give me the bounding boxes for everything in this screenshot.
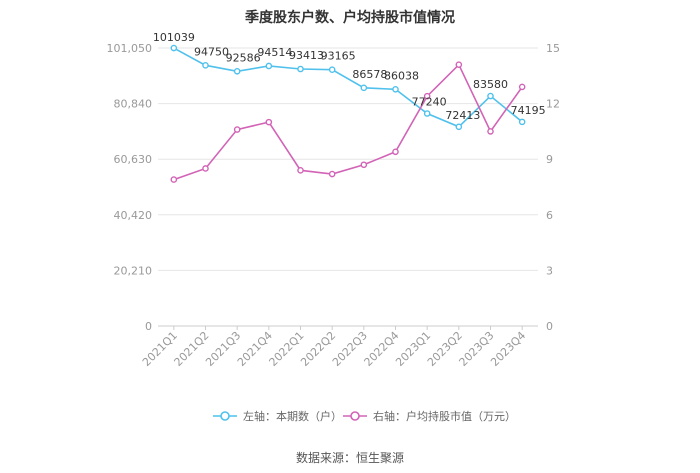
right-axis-tick-label: 0	[546, 320, 553, 333]
legend: 左轴：本期数（户） 右轴：户均持股市值（万元）	[213, 409, 516, 423]
left-axis-tick-label: 0	[145, 320, 152, 333]
data-label: 72413	[445, 109, 480, 122]
point-avg-value	[360, 161, 368, 169]
left-axis-tick-label: 20,210	[114, 264, 153, 277]
data-label: 94750	[194, 45, 229, 58]
point-holders	[202, 62, 209, 69]
source-note: 数据来源：恒生聚源	[296, 450, 404, 465]
point-avg-value	[392, 148, 399, 156]
data-label: 92586	[226, 51, 261, 64]
legend-marker-holders	[220, 411, 230, 421]
point-holders	[360, 84, 368, 92]
point-avg-value	[297, 167, 304, 174]
data-label: 74195	[511, 104, 546, 117]
data-label: 93165	[321, 50, 356, 63]
point-holders	[233, 67, 241, 75]
right-axis-tick-label: 3	[546, 264, 553, 277]
right-axis-tick-label: 6	[546, 209, 553, 222]
point-holders	[455, 123, 463, 131]
point-holders	[487, 92, 494, 100]
point-avg-value	[170, 176, 178, 183]
point-holders	[170, 44, 178, 52]
data-label: 77240	[412, 96, 447, 109]
right-axis-tick-label: 12	[546, 98, 560, 111]
data-label: 83580	[473, 78, 508, 91]
data-label: 94514	[257, 46, 292, 59]
point-holders	[423, 110, 431, 117]
legend-marker-avg-value	[350, 411, 360, 421]
point-avg-value	[518, 83, 526, 91]
series-layer	[170, 44, 526, 183]
point-holders	[328, 66, 336, 73]
point-holders	[518, 118, 526, 126]
right-axis-tick-label: 9	[546, 153, 553, 166]
series-line-avg-value	[173, 63, 523, 181]
chart-title: 季度股东户数、户均持股市值情况	[244, 9, 455, 26]
series-line-holders	[173, 47, 523, 128]
left-axis-tick-label: 101,050	[107, 42, 153, 55]
left-axis-tick-label: 40,420	[114, 209, 153, 222]
data-label: 101039	[153, 31, 195, 44]
left-axis-tick-label: 60,630	[114, 153, 153, 166]
legend-label-avg-value: 右轴：户均持股市值（万元）	[373, 409, 516, 423]
data-label: 86038	[384, 69, 419, 82]
data-label: 86578	[352, 68, 387, 81]
point-avg-value	[328, 170, 336, 178]
point-avg-value	[265, 118, 273, 126]
data-label: 93413	[289, 49, 324, 62]
point-avg-value	[455, 61, 463, 68]
right-axis-tick-label: 15	[546, 42, 560, 55]
point-avg-value	[233, 126, 241, 133]
legend-label-holders: 左轴：本期数（户）	[243, 409, 342, 423]
point-avg-value	[487, 128, 494, 135]
left-axis-tick-label: 80,840	[114, 98, 153, 111]
point-avg-value	[423, 92, 431, 100]
point-holders	[297, 65, 304, 73]
point-avg-value	[202, 165, 209, 172]
x-axis-tick-label: 2023Q4	[488, 329, 528, 369]
point-holders	[265, 62, 273, 70]
point-holders	[392, 85, 399, 93]
